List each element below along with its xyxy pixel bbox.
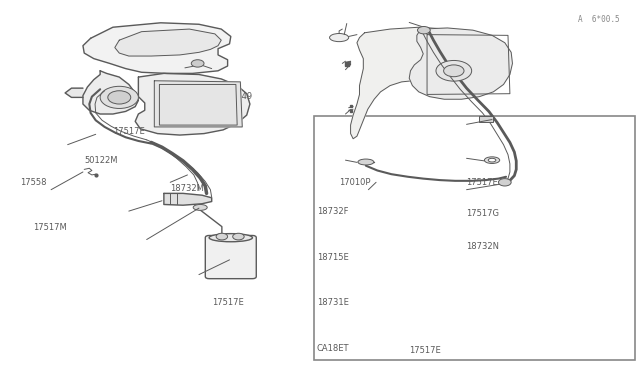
Text: 17517E: 17517E xyxy=(212,298,243,307)
Text: A  6*00.5: A 6*00.5 xyxy=(578,15,620,24)
FancyBboxPatch shape xyxy=(205,235,256,279)
Text: 17517M: 17517M xyxy=(33,223,67,232)
Polygon shape xyxy=(409,28,513,99)
Circle shape xyxy=(417,26,430,34)
Text: CA18ET: CA18ET xyxy=(317,344,349,353)
Text: 18732F: 18732F xyxy=(317,207,348,217)
Bar xyxy=(479,116,493,122)
Text: 50122M: 50122M xyxy=(84,156,118,166)
Polygon shape xyxy=(65,88,83,97)
Text: 18732M: 18732M xyxy=(170,184,204,193)
Polygon shape xyxy=(115,29,221,56)
Ellipse shape xyxy=(330,33,349,42)
Ellipse shape xyxy=(358,159,374,165)
Circle shape xyxy=(108,91,131,104)
Bar xyxy=(314,116,636,359)
Text: 18732N: 18732N xyxy=(467,243,500,251)
Polygon shape xyxy=(351,27,478,139)
Text: 17517E: 17517E xyxy=(113,127,145,136)
Polygon shape xyxy=(135,73,250,135)
Circle shape xyxy=(436,61,472,81)
Circle shape xyxy=(100,86,138,109)
Polygon shape xyxy=(83,23,231,73)
Text: 17517G: 17517G xyxy=(467,209,500,218)
Text: 17517E: 17517E xyxy=(467,178,499,187)
Text: 17558: 17558 xyxy=(20,178,47,187)
Text: 17517E: 17517E xyxy=(409,346,441,355)
Ellipse shape xyxy=(484,157,500,163)
Text: SEE SEC.149: SEE SEC.149 xyxy=(199,92,252,101)
Polygon shape xyxy=(164,193,212,205)
Circle shape xyxy=(191,60,204,67)
Text: 17010P: 17010P xyxy=(339,178,371,187)
Circle shape xyxy=(233,233,244,240)
Circle shape xyxy=(444,65,464,77)
Ellipse shape xyxy=(488,158,496,162)
Circle shape xyxy=(216,233,228,240)
Ellipse shape xyxy=(209,234,252,242)
Text: 18731E: 18731E xyxy=(317,298,349,307)
Circle shape xyxy=(499,179,511,186)
Text: 18715E: 18715E xyxy=(317,253,349,263)
Ellipse shape xyxy=(193,205,207,211)
Polygon shape xyxy=(83,71,138,114)
Polygon shape xyxy=(154,81,243,127)
